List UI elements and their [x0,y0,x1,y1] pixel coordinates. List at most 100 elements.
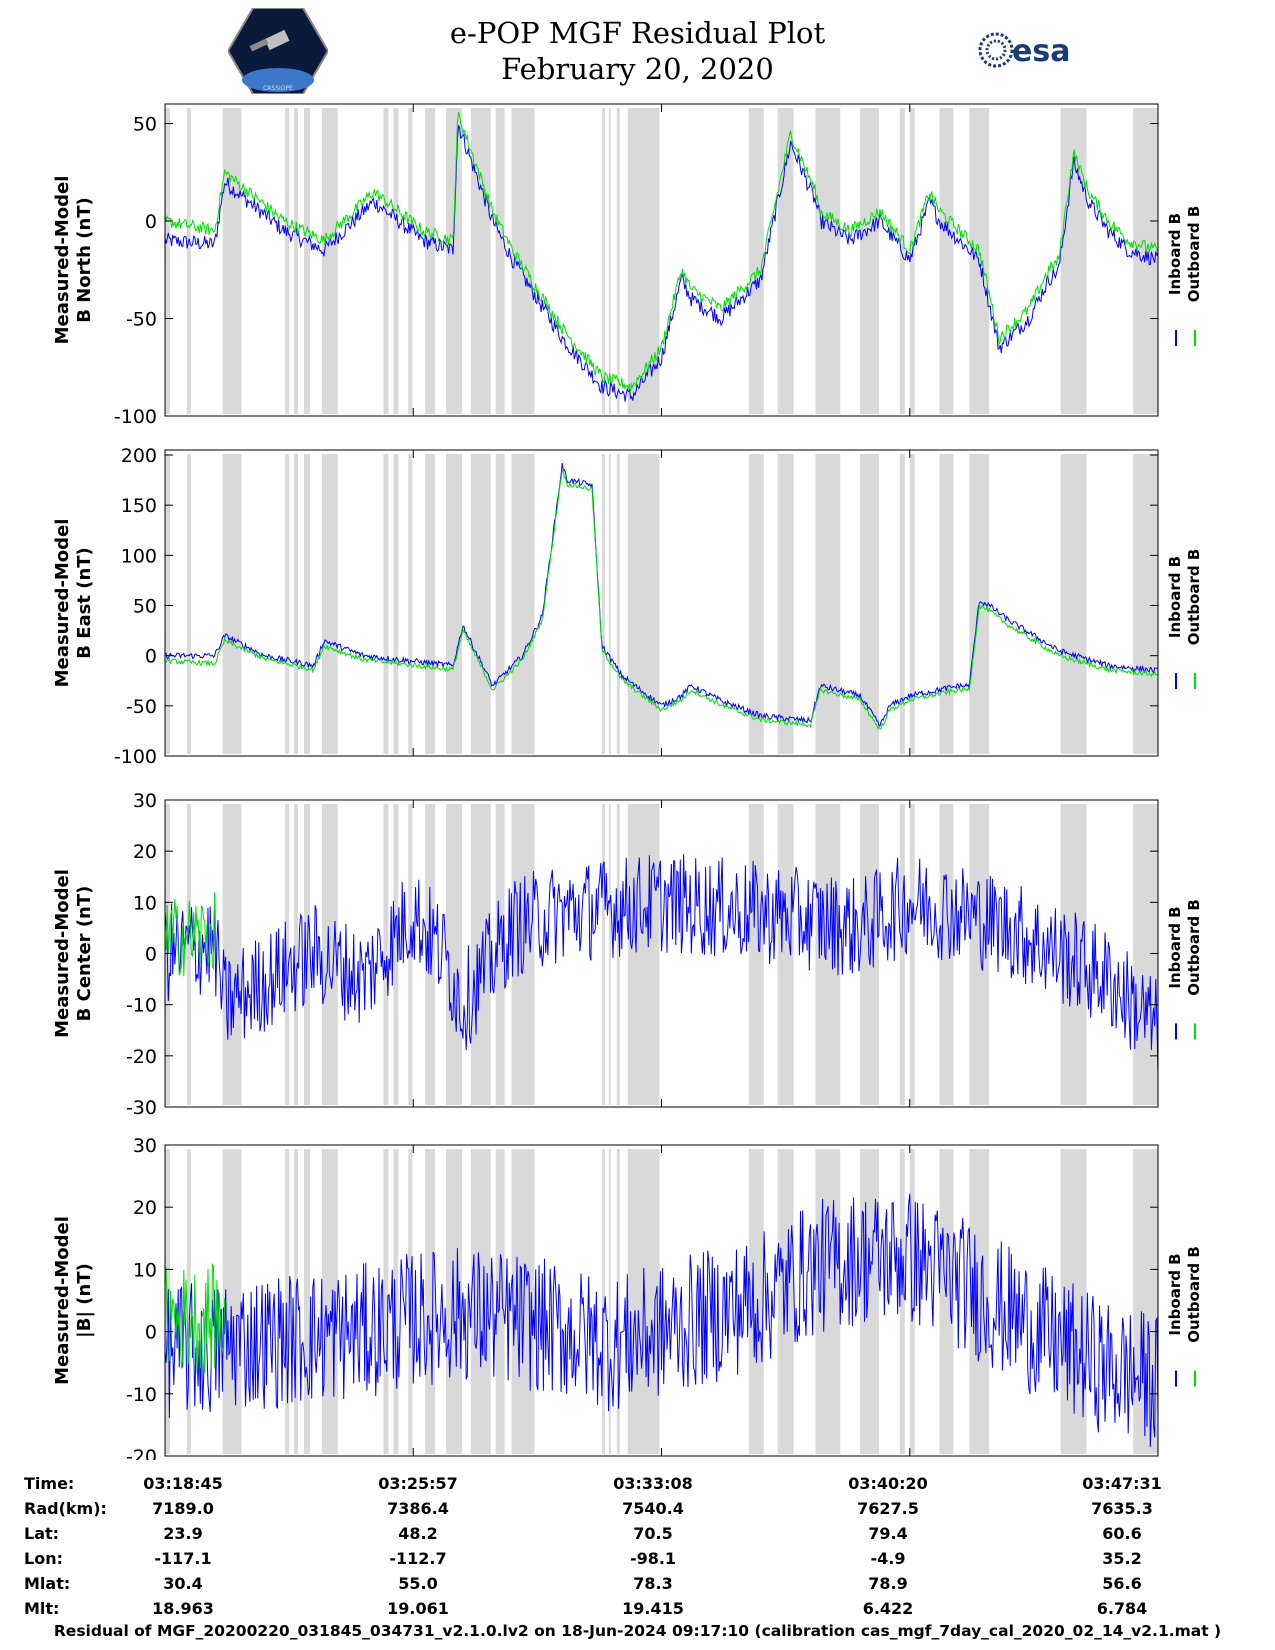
data-gap-shade [446,108,462,414]
data-gap-shade [777,454,794,754]
cassiope-logo-text: CASSIOPE [263,85,293,92]
data-gap-shade [899,108,905,414]
data-gap-shade [777,108,794,414]
data-gap-shade [285,454,290,754]
legend: Inboard BOutboard B [1166,899,1203,996]
panel-3: 30 20 10 0 -10 -20 -30 Measured-ModelB Center (… [52,790,1203,1119]
data-gap-shade [601,108,605,414]
data-gap-shade [909,454,915,754]
legend-outboard: Outboard B [1185,206,1203,303]
inboard-series-line [164,854,1159,1076]
data-gap-shade [608,1149,611,1454]
y-tick-label: 0 [145,1322,157,1344]
legend-outboard: Outboard B [1185,1246,1203,1343]
data-gap-shade [969,804,990,1105]
data-gap-shade [383,454,389,754]
data-gap-shade [899,804,905,1105]
y-tick-label: -50 [126,696,157,718]
data-gap-shade [285,108,290,414]
data-gap-shade [304,1149,310,1454]
table-cell: 6.784 [1096,1599,1148,1618]
data-gap-shade [495,108,505,414]
table-cell: -98.1 [629,1549,677,1568]
data-gap-shade [909,1149,915,1454]
outboard-series-line [164,469,1159,731]
data-gap-shade [321,454,338,754]
y-tick-label: 20 [133,841,157,863]
data-gap-shade [1133,804,1158,1105]
y-axis-label-line1: Measured-Model [52,1216,73,1385]
y-axis-label-line2: |B| (nT) [74,1263,95,1338]
data-gap-shade [470,1149,491,1454]
esa-logo: esa [978,32,1070,69]
table-row-label: Lon: [24,1549,63,1568]
data-gap-shade [969,108,990,414]
data-gap-shade [608,454,611,754]
data-gap-shade [186,1149,191,1454]
table-cell: -117.1 [154,1549,212,1568]
table-row-label: Lat: [24,1524,60,1543]
legend-inboard: Inboard B [1166,556,1184,638]
cassiope-logo: CASSIOPE [228,8,328,94]
data-gap-shade [495,454,505,754]
panel-1: 50 0 -50 -100 Measured-ModelB North (nT) Inbo… [52,103,1203,428]
table-row-label: Mlt: [24,1599,60,1618]
legend-outboard: Outboard B [1185,549,1203,646]
data-gap-shade [425,804,436,1105]
y-tick-label: -50 [126,309,157,331]
chart-title: e-POP MGF Residual Plot [449,16,826,50]
data-gap-shade [939,454,954,754]
legend-inboard: Inboard B [1166,213,1184,295]
table-cell: 03:47:31 [1082,1474,1162,1493]
data-gap-shade [815,454,841,754]
axes-frame [164,103,1159,417]
y-tick-label: 30 [133,1135,157,1157]
data-gap-shade [909,108,915,414]
data-gap-shade [616,454,620,754]
data-gap-shade [425,1149,436,1454]
y-axis-label-line2: B North (nT) [74,197,95,323]
y-tick-label: 100 [121,545,157,567]
data-gap-shade [616,804,620,1105]
table-cell: 7189.0 [152,1499,214,1518]
data-gap-shade [425,454,436,754]
y-tick-label: 10 [133,892,157,914]
data-gap-shade [321,804,338,1105]
data-gap-shade [627,454,660,754]
y-tick-label: -100 [114,406,157,428]
panel-4: 30 20 10 0 -10 -20 Measured-Model|B| (nT) Inboa… [52,1135,1203,1460]
data-gap-shade [748,454,764,754]
data-gap-shade [1060,454,1087,754]
data-gap-shade [909,804,915,1105]
data-gap-shade [165,108,170,414]
data-gap-shade [383,1149,389,1454]
inboard-series-line [164,463,1159,727]
orbit-info-table: Time: Rad(km): Lat: Lon: Mlat: Mlt: 03:18:45 71… [0,1460,1275,1620]
table-cell: -112.7 [389,1549,447,1568]
table-cell: 78.3 [633,1574,673,1593]
data-gap-shade [777,1149,794,1454]
data-gap-shade [165,1149,170,1454]
data-gap-shade [383,108,389,414]
table-row-label: Time: [24,1474,75,1493]
data-gap-shade [186,108,191,414]
data-gap-shade [608,804,611,1105]
chart-date: February 20, 2020 [501,52,774,86]
data-gap-shade [222,804,242,1105]
data-gap-shade [969,1149,990,1454]
data-gap-shade [608,108,611,414]
legend-outboard: Outboard B [1185,899,1203,996]
y-tick-label: -100 [114,746,157,768]
y-tick-label: 0 [145,646,157,668]
data-gap-shade [294,454,299,754]
data-gap-shade [393,1149,399,1454]
data-gap-shade [495,804,505,1105]
data-gap-shade [616,108,620,414]
data-gap-shade [601,804,605,1105]
data-gap-shade [383,804,389,1105]
y-axis-label: Measured-ModelB East (nT) [52,519,95,688]
y-axis-label: Measured-ModelB North (nT) [52,176,95,345]
data-gap-shade [1133,454,1158,754]
legend: Inboard BOutboard B [1166,549,1203,646]
data-gap-shade [222,108,242,414]
